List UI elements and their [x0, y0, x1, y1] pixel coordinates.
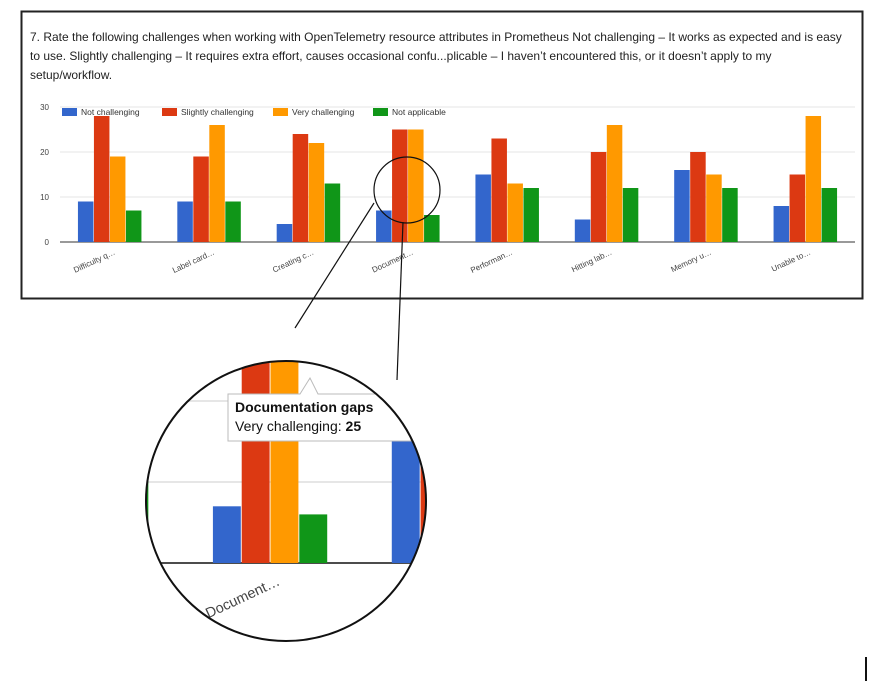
- bar: [420, 376, 426, 563]
- bar: [590, 152, 607, 242]
- zoom-marker: [373, 156, 441, 224]
- legend-swatch: [162, 108, 177, 116]
- bar: [628, 352, 656, 563]
- bar: [212, 506, 241, 563]
- x-tick-label: Memory u…: [669, 248, 712, 275]
- y-tick-label: 30: [40, 103, 49, 112]
- bar: [750, 433, 778, 563]
- y-tick-label: 20: [40, 148, 49, 157]
- bar: [475, 174, 491, 242]
- x-tick-label: Label card…: [171, 248, 216, 275]
- bar: [789, 174, 806, 242]
- x-tick-label: Creating c…: [24, 574, 103, 622]
- bar: [109, 156, 126, 242]
- bar: [63, 369, 91, 563]
- bar: [805, 116, 822, 242]
- x-tick-label: Difficulty q…: [72, 248, 116, 275]
- tooltip: Documentation gaps Very challenging: 25: [227, 376, 412, 442]
- bar: [34, 531, 62, 563]
- legend-label: Not challenging: [81, 107, 140, 117]
- bar: [324, 183, 341, 242]
- x-tick-label: Document…: [371, 248, 415, 275]
- bar: [574, 219, 591, 242]
- bar: [449, 458, 477, 563]
- bar: [836, 466, 864, 563]
- bar: [376, 210, 392, 242]
- plot: 0 10 20 30 Difficulty q… Label card… Creating …: [40, 103, 855, 275]
- bar: [674, 170, 690, 242]
- bar: [270, 361, 299, 563]
- bar: [77, 201, 94, 242]
- bar: [523, 188, 539, 242]
- bar: [424, 215, 440, 242]
- bar: [308, 143, 325, 242]
- bar: [209, 125, 225, 242]
- bar: [225, 201, 241, 242]
- x-tick-label: Memory u…: [741, 574, 819, 622]
- bar: [821, 188, 838, 242]
- bar: [491, 138, 507, 242]
- bar: [92, 385, 120, 563]
- bar: [193, 156, 209, 242]
- tooltip-value: 25: [346, 418, 362, 434]
- bar: [241, 361, 270, 563]
- tooltip-title: Documentation gaps: [235, 399, 374, 415]
- bar: [722, 188, 738, 242]
- y-tick-label: 10: [40, 193, 49, 202]
- bar: [478, 466, 506, 563]
- zoom-connector: [294, 202, 375, 329]
- bar: [778, 401, 806, 563]
- x-tick-label: Hitting lab…: [562, 574, 640, 622]
- tooltip-label: Very challenging:: [235, 418, 342, 434]
- chart-title: 7. Rate the following challenges when wo…: [30, 30, 842, 82]
- bar: [292, 134, 309, 242]
- bar: [599, 401, 627, 563]
- zoom-plot: Difficulty q…Label card…Creating c…Docum…: [24, 352, 864, 623]
- bar: [807, 442, 835, 564]
- bar: [125, 210, 142, 242]
- chart-frame: [20, 10, 864, 300]
- legend-swatch: [62, 108, 77, 116]
- x-tick-label: Unable to…: [770, 248, 812, 274]
- x-tick-label: Performan…: [469, 248, 514, 275]
- bar: [507, 183, 523, 242]
- zoom-circle: [145, 360, 427, 642]
- x-tick-label: Hitting lab…: [570, 248, 613, 275]
- bar: [392, 129, 408, 242]
- zoom-clip: Difficulty q…Label card…Creating c…Docum…: [24, 352, 864, 623]
- tooltip-text: Very challenging: 25: [235, 418, 361, 434]
- bar: [146, 457, 149, 563]
- bar: [93, 116, 110, 242]
- legend-label: Not applicable: [392, 107, 446, 117]
- bar: [606, 125, 623, 242]
- legend-swatch: [273, 108, 288, 116]
- bar: [571, 523, 599, 564]
- bar: [622, 188, 639, 242]
- bar: [773, 206, 790, 242]
- legend-label: Slightly challenging: [181, 107, 254, 117]
- bar: [299, 514, 328, 563]
- legend-label: Very challenging: [292, 107, 355, 117]
- bar: [706, 174, 722, 242]
- bar: [690, 152, 706, 242]
- zoom-connector: [396, 221, 404, 381]
- bar: [177, 201, 193, 242]
- y-tick-label: 0: [45, 238, 50, 247]
- bar: [276, 224, 293, 242]
- legend-swatch: [373, 108, 388, 116]
- bar: [391, 441, 420, 563]
- x-tick-label: Creating c…: [271, 248, 315, 275]
- bar: [657, 466, 685, 563]
- bar: [408, 129, 424, 242]
- tooltip-box: [227, 376, 412, 442]
